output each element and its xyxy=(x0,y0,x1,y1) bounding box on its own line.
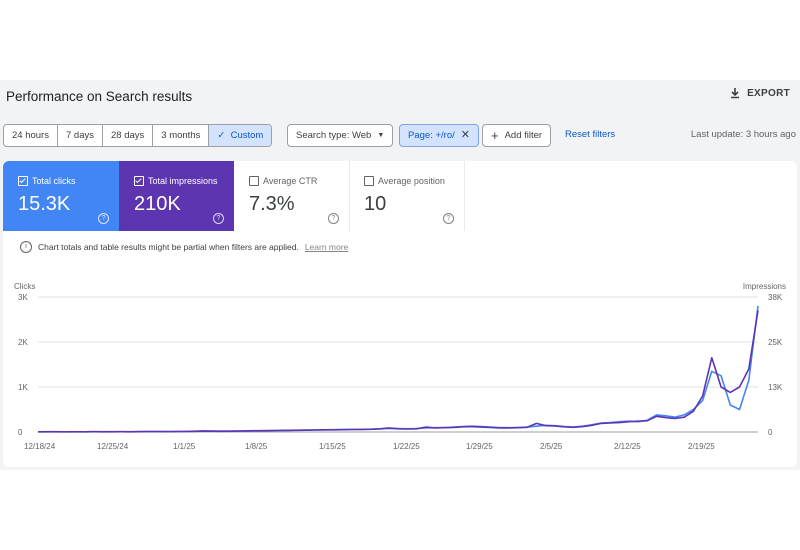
page-filter-label: Page: +/ro/ xyxy=(408,130,455,141)
help-icon[interactable]: ? xyxy=(213,213,224,224)
left-tick-label: 3K xyxy=(18,293,28,302)
left-tick-label: 0 xyxy=(18,428,23,437)
download-icon xyxy=(731,88,740,99)
notice-text: Chart totals and table results might be … xyxy=(38,242,299,252)
check-icon: ✓ xyxy=(217,130,226,141)
series-line-clicks xyxy=(37,305,759,433)
right-tick-label: 25K xyxy=(768,338,783,347)
export-button[interactable]: EXPORT xyxy=(729,87,790,99)
checkbox-icon[interactable] xyxy=(134,176,144,186)
right-tick-label: 0 xyxy=(768,428,773,437)
x-tick-label: 1/15/25 xyxy=(319,442,346,451)
metric-value: 7.3% xyxy=(249,193,295,215)
series-line-impressions xyxy=(38,310,759,433)
metric-label: Total clicks xyxy=(32,176,76,186)
metric-label: Average CTR xyxy=(263,176,318,186)
add-filter-button[interactable]: + Add filter xyxy=(482,124,552,147)
help-icon[interactable]: ? xyxy=(98,213,109,224)
range-7-days[interactable]: 7 days xyxy=(58,125,103,146)
x-tick-label: 1/1/25 xyxy=(173,442,196,451)
dropdown-arrow-icon: ▼ xyxy=(377,132,385,139)
checkbox-icon[interactable] xyxy=(364,176,374,186)
metric-average-ctr[interactable]: Average CTR 7.3% ? xyxy=(234,161,350,231)
metric-value: 10 xyxy=(364,193,387,215)
help-icon[interactable]: ? xyxy=(328,213,339,224)
range-3-months[interactable]: 3 months xyxy=(153,125,210,146)
x-tick-label: 12/25/24 xyxy=(97,442,129,451)
right-axis-title: Impressions xyxy=(743,282,786,291)
search-type-label: Search type: Web xyxy=(296,130,372,141)
x-tick-label: 1/29/25 xyxy=(466,442,493,451)
page-filter-chip[interactable]: Page: +/ro/ ✕ xyxy=(399,124,479,147)
range-custom[interactable]: ✓ Custom xyxy=(209,125,272,146)
last-update-text: Last update: 3 hours ago xyxy=(690,129,796,140)
help-icon[interactable]: ? xyxy=(443,213,454,224)
metric-label: Total impressions xyxy=(148,176,218,186)
metric-total-clicks[interactable]: Total clicks 15.3K ? xyxy=(3,161,119,231)
range-28-days[interactable]: 28 days xyxy=(103,125,154,146)
x-tick-label: 2/5/25 xyxy=(540,442,563,451)
search-type-filter[interactable]: Search type: Web ▼ xyxy=(287,124,394,147)
metric-value: 210K xyxy=(134,193,181,215)
x-tick-label: 1/22/25 xyxy=(393,442,420,451)
x-tick-label: 2/19/25 xyxy=(688,442,715,451)
left-axis-title: Clicks xyxy=(14,282,35,291)
metric-total-impressions[interactable]: Total impressions 210K ? xyxy=(119,161,234,231)
learn-more-link[interactable]: Learn more xyxy=(304,242,349,252)
reset-filters-link[interactable]: Reset filters xyxy=(565,129,616,140)
x-tick-label: 1/8/25 xyxy=(245,442,268,451)
plus-icon: + xyxy=(491,128,499,143)
checkbox-icon[interactable] xyxy=(249,176,259,186)
partial-data-notice: i Chart totals and table results might b… xyxy=(20,241,348,253)
right-tick-label: 38K xyxy=(768,293,783,302)
range-custom-label: Custom xyxy=(230,130,264,141)
page-title: Performance on Search results xyxy=(6,89,193,104)
range-24-hours[interactable]: 24 hours xyxy=(4,125,58,146)
x-tick-label: 2/12/25 xyxy=(614,442,641,451)
x-tick-label: 12/18/24 xyxy=(24,442,56,451)
metric-label: Average position xyxy=(378,176,445,186)
left-tick-label: 1K xyxy=(18,383,28,392)
right-tick-label: 13K xyxy=(768,383,783,392)
checkbox-icon[interactable] xyxy=(18,176,28,186)
date-range-selector: 24 hours 7 days 28 days 3 months ✓ Custo… xyxy=(3,124,273,147)
add-filter-label: Add filter xyxy=(504,130,543,141)
info-icon: i xyxy=(20,241,32,253)
left-tick-label: 2K xyxy=(18,338,28,347)
close-icon[interactable]: ✕ xyxy=(460,129,470,141)
metric-average-position[interactable]: Average position 10 ? xyxy=(349,161,465,231)
export-label: EXPORT xyxy=(747,87,790,99)
metric-value: 15.3K xyxy=(18,193,71,215)
